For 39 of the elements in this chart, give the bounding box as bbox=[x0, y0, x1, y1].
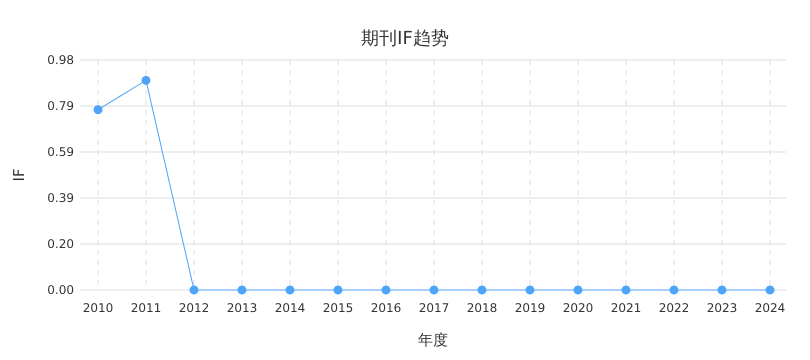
x-tick-label: 2020 bbox=[562, 301, 594, 316]
y-tick-label: 0.00 bbox=[47, 283, 74, 298]
point bbox=[766, 286, 774, 294]
point bbox=[670, 286, 678, 294]
point bbox=[430, 286, 438, 294]
point bbox=[238, 286, 246, 294]
point bbox=[718, 286, 726, 294]
x-tick-label: 2016 bbox=[370, 301, 402, 316]
point bbox=[382, 286, 390, 294]
point bbox=[574, 286, 582, 294]
x-tick-label: 2013 bbox=[226, 301, 258, 316]
point bbox=[94, 105, 102, 114]
y-axis-title: IF bbox=[10, 168, 28, 182]
point bbox=[190, 286, 198, 294]
x-tick-label: 2014 bbox=[274, 301, 306, 316]
x-tick-label: 2023 bbox=[706, 301, 738, 316]
chart-title: 期刊IF趋势 bbox=[361, 28, 449, 49]
y-tick-label: 0.20 bbox=[47, 237, 74, 252]
x-tick-label: 2021 bbox=[610, 301, 642, 316]
point bbox=[286, 286, 294, 294]
x-tick-label: 2010 bbox=[82, 301, 114, 316]
point bbox=[526, 286, 534, 294]
x-tick-label: 2015 bbox=[322, 301, 354, 316]
x-tick-label: 2019 bbox=[514, 301, 546, 316]
point bbox=[622, 286, 630, 294]
x-axis-title: 年度 bbox=[418, 331, 448, 349]
point bbox=[478, 286, 486, 294]
x-tick-label: 2017 bbox=[418, 301, 450, 316]
y-tick-label: 0.39 bbox=[47, 191, 74, 206]
point bbox=[334, 286, 342, 294]
x-tick-label: 2024 bbox=[754, 301, 786, 316]
x-tick-label: 2012 bbox=[178, 301, 210, 316]
y-tick-label: 0.79 bbox=[47, 99, 74, 114]
x-tick-label: 2022 bbox=[658, 301, 690, 316]
x-tick-label: 2018 bbox=[466, 301, 498, 316]
point bbox=[142, 76, 150, 85]
x-tick-label: 2011 bbox=[130, 301, 162, 316]
y-tick-label: 0.98 bbox=[47, 53, 74, 68]
y-tick-label: 0.59 bbox=[47, 145, 74, 160]
